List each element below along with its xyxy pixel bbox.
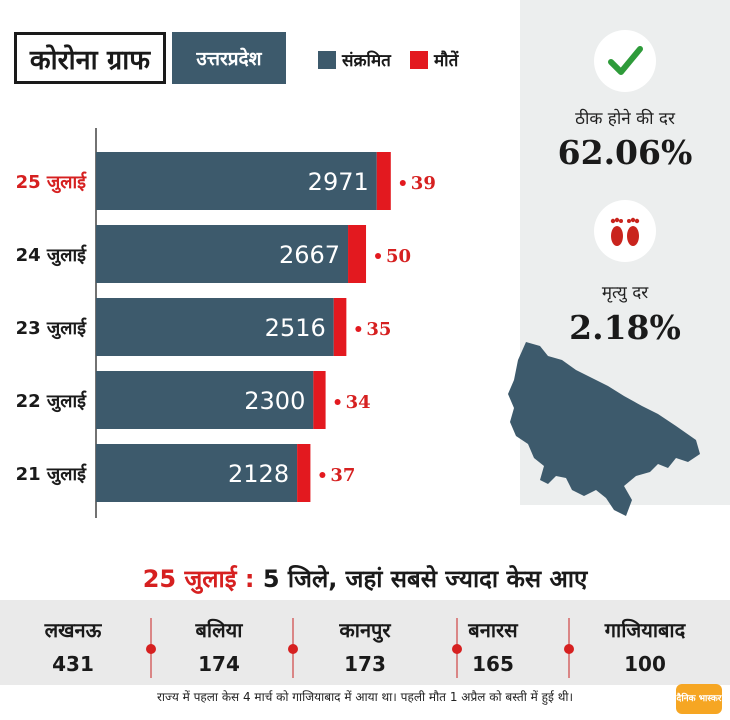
death-value-label: 50	[386, 246, 411, 267]
category-label: 25 जुलाई	[16, 171, 88, 194]
chart-title: कोरोना ग्राफ	[14, 32, 166, 84]
recovery-rate-value: 62.06%	[557, 133, 693, 172]
district-divider-dot	[146, 644, 156, 654]
death-value-label: 34	[346, 392, 371, 413]
district-name: बलिया	[195, 618, 243, 642]
infected-value-label: 2516	[265, 314, 326, 342]
bar-infected	[96, 371, 314, 429]
district-divider-dot	[452, 644, 462, 654]
brand-logo: दैनिक भास्कर	[676, 684, 722, 714]
category-label: 21 जुलाई	[16, 463, 88, 486]
districts-heading-separator: :	[244, 565, 255, 593]
district-cases: 174	[198, 652, 240, 676]
district-divider-dot	[564, 644, 574, 654]
infected-value-label: 2300	[244, 387, 305, 415]
districts-heading: 25 जुलाई : 5 जिले, जहां सबसे ज्यादा केस …	[0, 562, 730, 595]
bar-deaths	[348, 225, 367, 283]
legend-infected-label: संक्रमित	[342, 51, 391, 71]
district-name: कानपुर	[339, 618, 391, 642]
category-label: 23 जुलाई	[16, 317, 88, 340]
legend-deaths-label: मौतें	[434, 51, 459, 71]
category-label: 24 जुलाई	[16, 244, 88, 267]
death-value-label: 37	[330, 465, 355, 486]
legend-infected-swatch	[318, 50, 336, 69]
death-value-label: 35	[366, 319, 391, 340]
death-rate-value: 2.18%	[569, 308, 681, 347]
legend-deaths-swatch	[410, 50, 428, 69]
district-cases: 100	[624, 652, 666, 676]
infected-value-label: 2971	[308, 168, 369, 196]
bar-infected	[96, 298, 334, 356]
bar-deaths	[313, 371, 326, 429]
district-cases: 173	[344, 652, 386, 676]
death-value-dot	[334, 399, 341, 405]
bar-infected	[96, 152, 377, 210]
district-name: लखनऊ	[44, 618, 102, 642]
bar-deaths	[376, 152, 391, 210]
infected-value-label: 2128	[228, 460, 289, 488]
death-rate-label: मृत्यु दर	[601, 283, 649, 303]
death-value-dot	[319, 472, 326, 478]
district-name: गाजियाबाद	[604, 618, 686, 642]
bar-infected	[96, 444, 298, 502]
infected-value-label: 2667	[279, 241, 340, 269]
bar-deaths	[333, 298, 347, 356]
districts-heading-date: 25 जुलाई	[142, 565, 237, 593]
death-value-label: 39	[411, 173, 436, 194]
district-cases: 431	[52, 652, 94, 676]
category-label: 22 जुलाई	[16, 390, 88, 413]
district-cases: 165	[472, 652, 514, 676]
check-icon	[594, 30, 656, 92]
bar-infected	[96, 225, 349, 283]
districts-strip: लखनऊ 431 बलिया 174 कानपुर 173 बनारस 165 …	[0, 600, 730, 685]
death-value-dot	[355, 326, 362, 332]
footnote: राज्य में पहला केस 4 मार्च को गाजियाबाद …	[156, 690, 574, 704]
district-divider-dot	[288, 644, 298, 654]
districts-heading-text: 5 जिले, जहां सबसे ज्यादा केस आए	[262, 565, 588, 593]
recovery-rate-label: ठीक होने की दर	[575, 109, 675, 129]
district-name: बनारस	[468, 618, 518, 642]
legend-deaths: मौतें	[410, 48, 458, 71]
bar-deaths	[297, 444, 311, 502]
death-value-dot	[375, 253, 382, 259]
footprints-icon	[594, 200, 656, 262]
legend-infected: संक्रमित	[318, 48, 391, 71]
uttar-pradesh-map-icon	[508, 342, 700, 516]
bar-chart: 25 जुलाई 2971 39 24 जुलाई 2667 50 23 जुलाई 2516…	[16, 128, 436, 518]
region-tag: उत्तरप्रदेश	[172, 32, 286, 84]
death-value-dot	[399, 180, 406, 186]
